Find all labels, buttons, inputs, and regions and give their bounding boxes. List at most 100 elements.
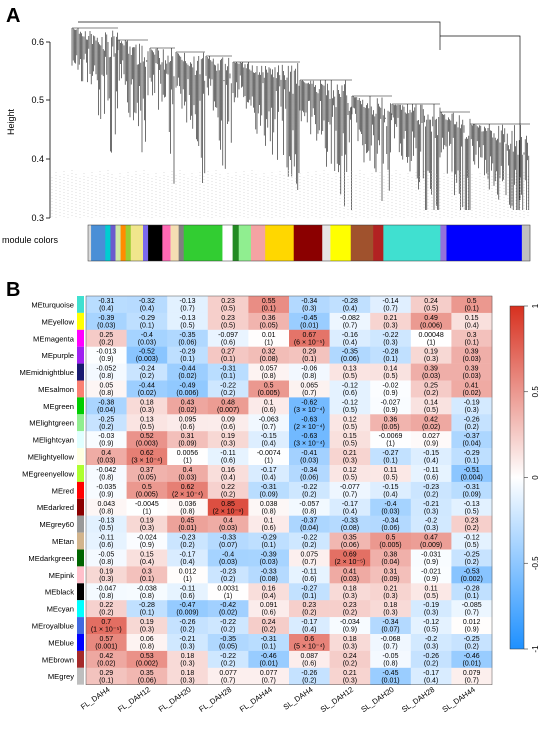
heatmap-cell: [370, 566, 412, 584]
row-color-swatch: [77, 617, 84, 634]
heatmap-cell: [451, 532, 493, 550]
cell-correlation: -0.27: [383, 450, 399, 457]
cell-correlation: 0.4: [223, 518, 233, 525]
cell-pvalue: (0.1): [99, 677, 113, 684]
heatmap-cell: [410, 532, 452, 550]
cell-correlation: -0.11: [302, 568, 318, 575]
module-color-segment: [88, 225, 92, 261]
cell-pvalue: (0.6): [261, 407, 275, 414]
cell-pvalue: (0.2): [261, 627, 275, 634]
cell-pvalue: (0.002): [136, 660, 158, 667]
cell-correlation: 0.16: [262, 585, 276, 592]
cell-correlation: -0.06: [301, 366, 317, 373]
heatmap-cell: [370, 312, 412, 331]
cell-correlation: 0.23: [221, 315, 235, 322]
cell-pvalue: (0.5): [343, 475, 357, 482]
cell-pvalue: (0.1): [383, 356, 397, 363]
cell-correlation: -0.0074: [257, 450, 281, 457]
cell-correlation: 0.095: [179, 416, 197, 423]
heatmap-cell: [86, 650, 127, 669]
heatmap-cell: [370, 617, 412, 635]
heatmap-cell: [370, 465, 412, 483]
cell-correlation: -0.38: [98, 399, 114, 406]
cell-pvalue: (0.4): [343, 508, 357, 515]
cell-pvalue: (0.03): [97, 458, 115, 465]
cell-correlation: -0.2: [425, 636, 437, 643]
cell-pvalue: (0.2): [424, 491, 438, 498]
column-labels: FL_DAH4 FL_DAH12 FL_DAH20 FL_DAH28 FL_DAH44 S…: [79, 685, 477, 714]
cell-correlation: -0.28: [139, 602, 155, 609]
heatmap-cell: [329, 515, 371, 533]
cell-pvalue: (0.9): [383, 407, 397, 414]
module-color-segment: [105, 225, 111, 261]
heatmap-cell: [451, 414, 493, 432]
heatmap-cell: [329, 397, 371, 415]
module-color-segment: [440, 225, 447, 261]
heatmap-cell: [207, 329, 249, 347]
cell-pvalue: (0.3): [343, 677, 357, 684]
heatmap-cell: [451, 583, 493, 601]
cell-correlation: 0.24: [424, 298, 438, 305]
cell-correlation: -0.31: [98, 298, 114, 305]
cell-pvalue: (0.1): [302, 356, 316, 363]
cell-correlation: 0.29: [302, 349, 316, 356]
row-label: MElightgreen: [29, 419, 74, 428]
cell-pvalue: (2 × 10⁻⁹): [213, 508, 244, 515]
module-color-segment: [120, 225, 126, 261]
cell-pvalue: (2 × 10⁻⁴): [172, 491, 203, 498]
cell-correlation: 0.21: [384, 315, 398, 322]
heatmap-cell: [451, 600, 493, 618]
cell-pvalue: (0.005): [258, 390, 280, 397]
cell-correlation: 0.43: [181, 399, 195, 406]
cell-correlation: 0.18: [140, 399, 154, 406]
cell-pvalue: (0.005): [379, 542, 401, 549]
cell-correlation: -0.39: [261, 552, 277, 559]
heatmap-cell: [410, 296, 452, 314]
cell-correlation: 0.24: [343, 653, 357, 660]
row-label: MEcyan: [47, 605, 74, 614]
heatmap-cell: [86, 498, 127, 516]
cell-pvalue: (0.3): [343, 644, 357, 651]
heatmap-cell: [329, 481, 371, 500]
cell-correlation: -0.047: [96, 585, 116, 592]
cell-pvalue: (0.5): [221, 306, 235, 313]
cell-correlation: 0.29: [99, 670, 113, 677]
cell-correlation: 0.37: [140, 467, 154, 474]
cell-correlation: 0.036: [179, 501, 197, 508]
cell-pvalue: (0.1): [221, 356, 235, 363]
heatmap-cell: [451, 448, 493, 466]
heatmap-cell: [167, 448, 209, 466]
cell-pvalue: (0.07): [219, 542, 237, 549]
heatmap-cell: [329, 431, 371, 449]
row-label: MEbrown: [42, 655, 74, 664]
cell-pvalue: (0.6): [221, 424, 235, 431]
cell-pvalue: (0.6): [424, 475, 438, 482]
heatmap-cell: [410, 667, 452, 685]
cell-pvalue: (0.3): [424, 525, 438, 532]
cell-correlation: 0.55: [262, 298, 276, 305]
heatmap-cell: [126, 296, 168, 314]
module-color-segment: [232, 225, 240, 261]
cell-pvalue: (0.01): [463, 660, 481, 667]
heatmap-cell: [248, 498, 290, 516]
heatmap-cell: [126, 583, 168, 601]
cell-pvalue: (0.003): [136, 441, 158, 448]
heatmap-cell: [410, 481, 452, 500]
cell-correlation: -0.29: [261, 535, 277, 542]
heatmap-cell: [451, 566, 493, 584]
cell-correlation: 0.0056: [177, 450, 199, 457]
cell-pvalue: (0.5): [343, 441, 357, 448]
row-label: MEmagenta: [33, 334, 75, 343]
row-color-swatch: [77, 296, 84, 313]
row-color-swatch: [77, 448, 84, 465]
column-label: SL_DAH20: [359, 685, 395, 714]
cell-pvalue: (0.3): [424, 644, 438, 651]
cell-pvalue: (0.06): [341, 356, 359, 363]
cell-pvalue: (0.03): [463, 356, 481, 363]
heatmap-cell: [207, 465, 249, 483]
row-label: MEblack: [45, 588, 74, 597]
heatmap-cell: [289, 397, 330, 415]
cell-pvalue: (0.09): [260, 491, 278, 498]
cell-correlation: -0.28: [464, 585, 480, 592]
cell-correlation: -0.031: [421, 552, 441, 559]
